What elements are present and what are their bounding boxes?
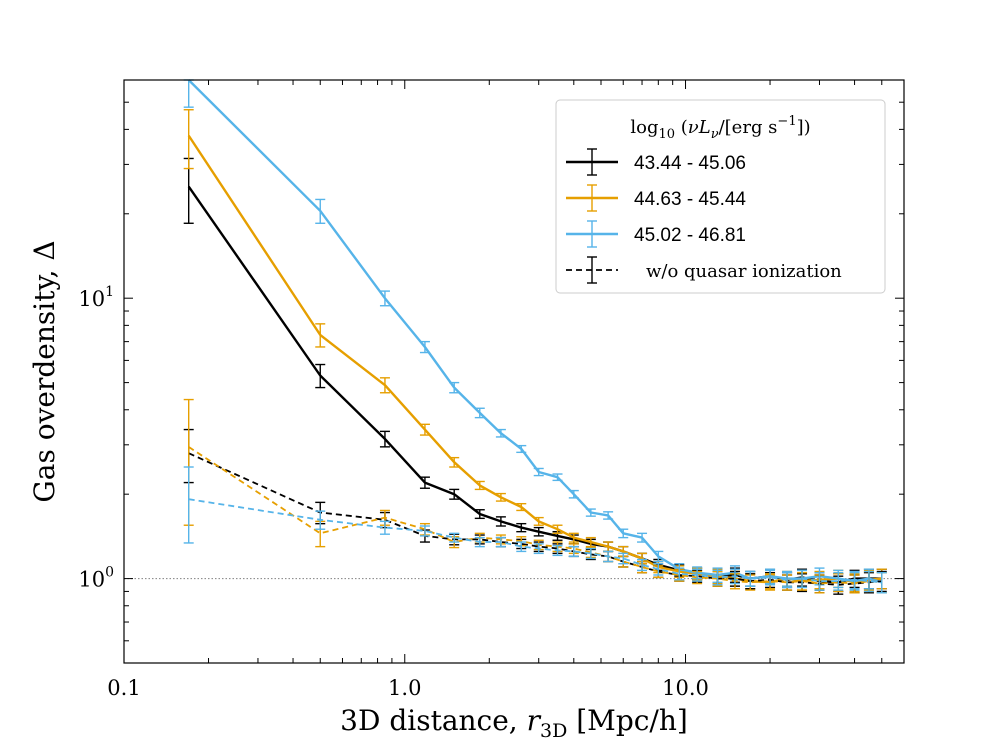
x-axis-label-prefix: 3D distance, xyxy=(340,704,526,737)
legend-title-subnu: ν xyxy=(711,127,719,142)
x-axis-label-suffix: [Mpc/h] xyxy=(567,704,688,737)
x-axis-label: 3D distance, r3D [Mpc/h] xyxy=(340,704,688,742)
legend-title-mid: /[erg s xyxy=(719,117,778,138)
x-axis-label-sub: 3D xyxy=(540,720,567,742)
legend-title-open: ( xyxy=(675,117,688,138)
y-tick-exponent: 1 xyxy=(105,284,114,300)
legend-title-nu: ν xyxy=(688,117,699,138)
legend-entry: 45.02 - 46.81 xyxy=(566,220,746,248)
series-layer xyxy=(183,79,887,595)
x-tick-label: 0.1 xyxy=(107,676,140,700)
legend-label: w/o quasar ionization xyxy=(646,261,842,282)
plot-frame xyxy=(123,79,905,664)
y-tick-base: 10 xyxy=(78,287,105,311)
y-tick-label: 101 xyxy=(78,284,114,311)
legend-label: 44.63 - 45.44 xyxy=(634,189,746,210)
series-line xyxy=(188,498,882,584)
series-1 xyxy=(183,109,887,593)
legend-entry: w/o quasar ionization xyxy=(566,256,842,284)
legend-title-L: L xyxy=(698,117,711,138)
series-5 xyxy=(183,466,887,594)
legend-entry: 43.44 - 45.06 xyxy=(566,148,746,176)
series-line xyxy=(188,446,882,585)
legend-title-log: log xyxy=(630,117,658,138)
y-axis-label: Gas overdensity, Δ xyxy=(28,240,61,502)
legend-entry: 44.63 - 45.44 xyxy=(566,184,746,212)
legend-title-exp: −1 xyxy=(777,114,796,129)
y-tick-exponent: 0 xyxy=(105,565,114,581)
y-tick-base: 10 xyxy=(78,568,105,592)
legend-entries: 43.44 - 45.06 44.63 - 45.44 45.02 - 46.81 w… xyxy=(566,148,842,284)
legend: log10 (νLν/[erg s−1]) 43.44 - 45.0644.63… xyxy=(555,99,886,294)
x-tick-label: 10.0 xyxy=(662,676,709,700)
x-tick-label: 1.0 xyxy=(388,676,421,700)
x-axis-label-var: r xyxy=(527,704,542,737)
legend-title: log10 (νLν/[erg s−1]) xyxy=(630,114,810,142)
legend-label: 45.02 - 46.81 xyxy=(634,225,746,246)
series-line xyxy=(187,79,883,584)
legend-title-close: ]) xyxy=(797,117,811,138)
legend-box xyxy=(555,99,886,294)
legend-title-sub10: 10 xyxy=(658,127,675,142)
series-line xyxy=(187,134,882,584)
y-tick-label: 100 xyxy=(78,565,114,592)
legend-label: 43.44 - 45.06 xyxy=(634,153,746,174)
